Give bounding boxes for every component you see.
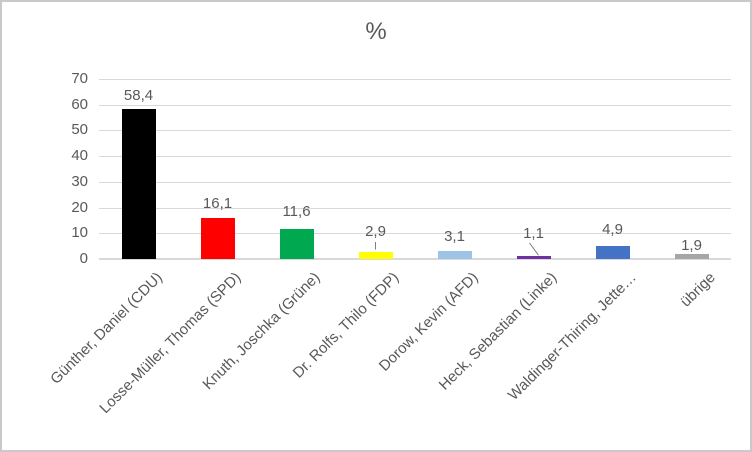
y-tick-label: 70 <box>71 70 88 87</box>
bar <box>121 108 156 259</box>
gridline <box>99 79 731 80</box>
x-axis-line <box>99 258 731 260</box>
value-label: 1,9 <box>681 237 702 255</box>
y-tick-label: 30 <box>71 172 88 190</box>
bar <box>516 256 551 259</box>
value-label: 58,4 <box>123 86 154 104</box>
value-label: 3,1 <box>444 228 465 246</box>
value-label: 1,1 <box>523 225 544 242</box>
y-tick-label: 40 <box>71 147 88 165</box>
gridline <box>99 233 731 235</box>
y-tick-label: 10 <box>71 224 88 242</box>
value-label: 2,9 <box>365 223 386 240</box>
y-tick-label: 20 <box>71 198 88 216</box>
bar <box>200 217 235 259</box>
gridline <box>99 181 731 183</box>
bar <box>674 254 709 259</box>
gridline <box>99 104 731 106</box>
bar <box>595 246 630 259</box>
leader-line <box>529 242 539 256</box>
y-tick-label: 60 <box>71 95 88 113</box>
bar <box>437 251 472 259</box>
gridline <box>99 156 731 158</box>
category-label: übrige <box>677 269 719 311</box>
gridline <box>99 130 731 132</box>
y-tick-label: 50 <box>71 121 88 139</box>
chart-title: % <box>365 18 387 45</box>
bar <box>358 251 393 259</box>
category-label: Losse-Müller, Thomas (SPD) <box>96 269 245 417</box>
value-label: 11,6 <box>282 203 311 221</box>
value-label: 16,1 <box>202 194 233 212</box>
gridline <box>99 207 731 209</box>
bar <box>279 229 314 259</box>
y-tick-label: 0 <box>79 250 88 267</box>
category-label: Waldinger-Thiring, Jette… <box>504 269 640 404</box>
value-label: 4,9 <box>602 221 623 239</box>
